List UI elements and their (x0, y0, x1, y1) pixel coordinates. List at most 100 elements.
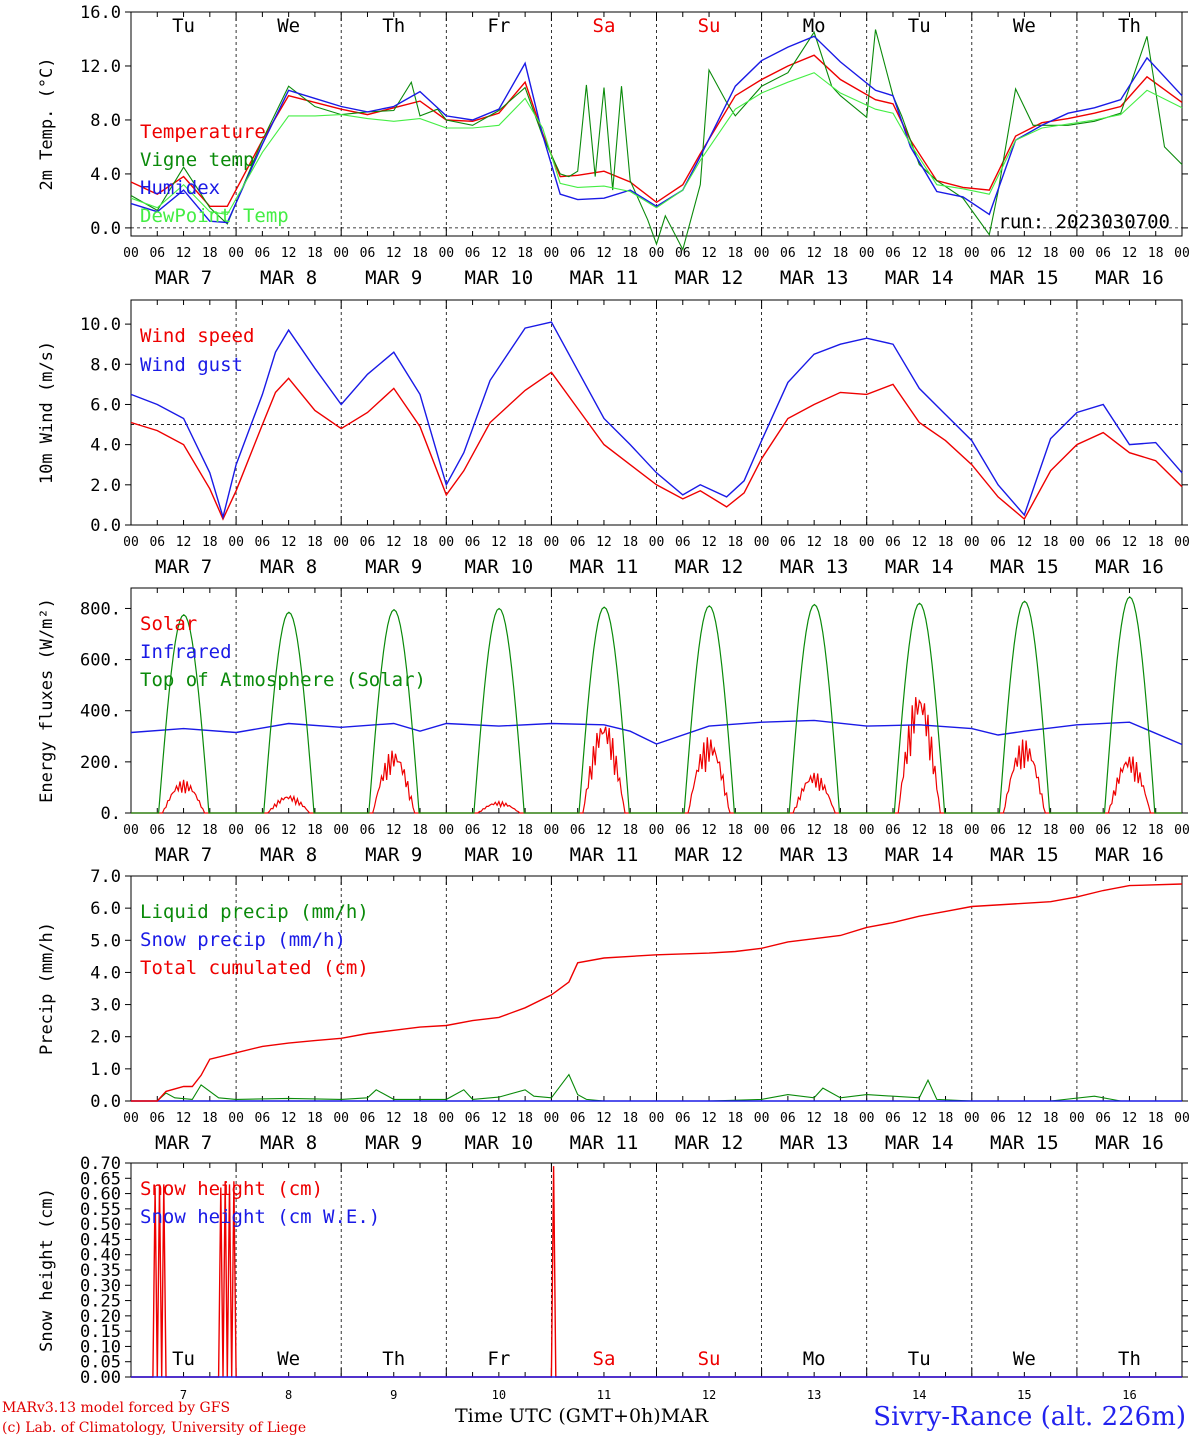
chart-panel-4: 0.0 1.0 2.0 3.0 4.0 5.0 6.0 7.0 Precip (mm/h) 00 0… (37, 867, 1190, 1154)
hour-tick-label: 06 (885, 1111, 901, 1126)
y-tick-label: 2.0 (90, 1028, 121, 1048)
y-tick-label: 0.0 (90, 1092, 121, 1112)
hour-tick-label: 12 (1122, 535, 1138, 550)
date-label: MAR 7 (155, 556, 212, 578)
chart-panel-3: 0. 200. 400. 600. 800. Energy fluxes (W/m²) 00… (37, 587, 1190, 866)
hour-tick-label: 18 (622, 1111, 638, 1126)
y-tick-label: 3.0 (90, 996, 121, 1016)
weekday-label: Mo (803, 15, 826, 37)
hour-tick-label: 06 (360, 823, 376, 838)
hour-tick-label: 00 (964, 535, 980, 550)
weekday-label: Sa (593, 1348, 616, 1370)
hour-tick-label: 18 (1043, 823, 1059, 838)
date-label: MAR 16 (1095, 267, 1164, 289)
hour-tick-label: 12 (386, 1111, 402, 1126)
day-number-label: 11 (597, 1388, 611, 1402)
hour-tick-label: 12 (701, 1111, 717, 1126)
hour-tick-label: 00 (544, 246, 560, 261)
hour-tick-label: 06 (990, 1111, 1006, 1126)
hour-tick-label: 18 (938, 1111, 954, 1126)
weekday-label: Su (698, 1348, 721, 1370)
hour-tick-label: 06 (149, 535, 165, 550)
hour-tick-label: 12 (911, 246, 927, 261)
hour-tick-label: 18 (517, 1111, 533, 1126)
date-label: MAR 14 (885, 844, 954, 866)
hour-tick-label: 12 (1122, 823, 1138, 838)
hour-tick-label: 12 (911, 1111, 927, 1126)
hour-tick-label: 12 (176, 823, 192, 838)
hour-tick-label: 00 (544, 823, 560, 838)
hour-tick-label: 12 (596, 1111, 612, 1126)
hour-tick-label: 06 (570, 823, 586, 838)
date-label: MAR 10 (465, 1132, 534, 1154)
hour-tick-label: 12 (491, 535, 507, 550)
day-number-label: 10 (492, 1388, 506, 1402)
weekday-label: We (1013, 15, 1036, 37)
hour-tick-label: 18 (202, 823, 218, 838)
hour-tick-label: 06 (255, 823, 271, 838)
hour-tick-label: 00 (1069, 246, 1085, 261)
legend-entry: Snow precip (mm/h) (140, 929, 346, 951)
series-line-green (131, 1073, 1182, 1102)
y-tick-label: 0.50 (80, 1215, 121, 1235)
hour-tick-label: 12 (596, 535, 612, 550)
hour-tick-label: 00 (964, 1111, 980, 1126)
x-axis-label: Time UTC (GMT+0h)MAR (455, 1405, 708, 1427)
hour-tick-label: 06 (675, 823, 691, 838)
hour-tick-label: 18 (622, 246, 638, 261)
y-tick-label: 0.30 (80, 1276, 121, 1296)
hour-tick-label: 18 (412, 246, 428, 261)
hour-tick-label: 12 (491, 246, 507, 261)
hour-tick-label: 06 (570, 246, 586, 261)
hour-tick-label: 18 (517, 535, 533, 550)
hour-tick-label: 12 (701, 246, 717, 261)
day-number-label: 14 (912, 1388, 926, 1402)
hour-tick-label: 12 (701, 535, 717, 550)
date-label: MAR 16 (1095, 1132, 1164, 1154)
hour-tick-label: 06 (465, 246, 481, 261)
date-label: MAR 15 (990, 844, 1059, 866)
day-number-label: 16 (1122, 1388, 1136, 1402)
hour-tick-label: 18 (727, 823, 743, 838)
hour-tick-label: 00 (123, 823, 139, 838)
hour-tick-label: 00 (649, 823, 665, 838)
hour-tick-label: 18 (1043, 1111, 1059, 1126)
hour-tick-label: 00 (123, 1111, 139, 1126)
legend-entry: Infrared (140, 641, 232, 663)
legend-entry: Vigne temp (140, 149, 254, 171)
series-line-green (130, 29, 1183, 252)
y-axis-label: 10m Wind (m/s) (37, 341, 57, 484)
hour-tick-label: 12 (491, 1111, 507, 1126)
date-label: MAR 13 (780, 844, 849, 866)
hour-tick-label: 00 (544, 1111, 560, 1126)
date-label: MAR 11 (570, 844, 639, 866)
legend-entry: Temperature (140, 121, 266, 143)
hour-tick-label: 18 (517, 823, 533, 838)
date-label: MAR 12 (675, 844, 744, 866)
weekday-label: Sa (593, 15, 616, 37)
chart-panel-5: 0.000.050.100.150.200.250.300.350.400.45… (37, 1154, 1188, 1402)
y-tick-label: 4.0 (90, 165, 121, 185)
hour-tick-label: 18 (833, 535, 849, 550)
date-label: MAR 12 (675, 556, 744, 578)
weekday-label: Fr (487, 1348, 510, 1370)
x-axis-month: MAR (660, 1405, 709, 1427)
legend-entry: Solar (140, 613, 197, 635)
hour-tick-label: 00 (649, 1111, 665, 1126)
hour-tick-label: 06 (255, 246, 271, 261)
date-label: MAR 15 (990, 556, 1059, 578)
weekday-label: We (277, 1348, 300, 1370)
hour-tick-label: 00 (333, 823, 349, 838)
weekday-label: Tu (908, 15, 931, 37)
weekday-label: Mo (803, 1348, 826, 1370)
hour-tick-label: 12 (596, 823, 612, 838)
hour-tick-label: 18 (833, 246, 849, 261)
y-tick-label: 600. (80, 651, 121, 671)
hour-tick-label: 06 (675, 246, 691, 261)
hour-tick-label: 12 (1017, 535, 1033, 550)
legend-entry: Wind speed (140, 325, 254, 347)
hour-tick-label: 12 (281, 1111, 297, 1126)
y-tick-label: 200. (80, 753, 121, 773)
hour-tick-label: 00 (1069, 823, 1085, 838)
